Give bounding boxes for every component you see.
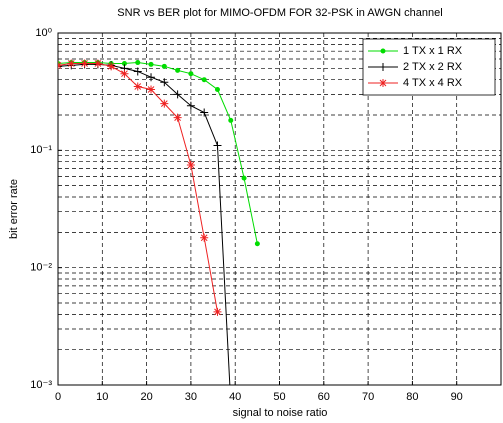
marker	[133, 82, 142, 91]
marker	[121, 60, 127, 66]
marker	[213, 307, 222, 316]
plot-area	[58, 59, 260, 385]
marker	[93, 59, 102, 68]
marker	[160, 99, 169, 108]
x-axis-label: signal to noise ratio	[233, 407, 328, 419]
x-tick-label: 30	[185, 391, 197, 403]
x-tick-label: 80	[406, 391, 418, 403]
x-tick-label: 70	[362, 391, 374, 403]
x-tick-label: 10	[96, 391, 108, 403]
marker	[254, 241, 260, 247]
x-tick-label: 0	[55, 391, 61, 403]
chart-title: SNR vs BER plot for MIMO-OFDM FOR 32-PSK…	[117, 7, 442, 19]
marker	[161, 63, 167, 69]
plot-frame	[57, 32, 502, 386]
legend-marker	[379, 79, 387, 87]
marker	[147, 85, 156, 94]
marker	[107, 62, 116, 71]
y-tick-label: 10⁻³	[30, 379, 52, 391]
x-tick-label: 50	[273, 391, 285, 403]
y-axis-label: bit error rate	[8, 179, 20, 239]
legend-marker	[379, 63, 387, 71]
marker	[188, 71, 194, 77]
marker	[200, 108, 209, 117]
marker	[175, 67, 181, 73]
y-tick-label: 10⁻¹	[30, 144, 52, 156]
marker	[201, 77, 207, 83]
marker	[228, 117, 234, 123]
marker	[58, 62, 62, 71]
series-line	[58, 62, 258, 244]
marker	[186, 101, 195, 110]
x-tick-label: 90	[451, 391, 463, 403]
marker	[186, 160, 195, 169]
marker	[173, 113, 182, 122]
x-tick-label: 40	[229, 391, 241, 403]
marker	[213, 141, 222, 150]
legend-marker	[380, 48, 386, 54]
marker	[173, 90, 182, 99]
x-tick-label: 20	[140, 391, 152, 403]
marker	[120, 69, 129, 78]
marker	[214, 86, 220, 92]
marker	[67, 59, 76, 68]
marker	[133, 67, 142, 76]
marker	[147, 73, 156, 82]
marker	[241, 175, 247, 181]
legend-label: 4 TX x 4 RX	[403, 77, 463, 89]
y-tick-label: 10⁰	[35, 27, 52, 39]
y-tick-label: 10⁻²	[30, 262, 52, 274]
marker	[148, 61, 154, 67]
marker	[80, 59, 89, 68]
legend-label: 2 TX x 2 RX	[403, 61, 463, 73]
marker	[160, 78, 169, 87]
x-tick-label: 60	[318, 391, 330, 403]
marker	[200, 233, 209, 242]
legend-label: 1 TX x 1 RX	[403, 45, 463, 57]
marker	[135, 60, 141, 66]
